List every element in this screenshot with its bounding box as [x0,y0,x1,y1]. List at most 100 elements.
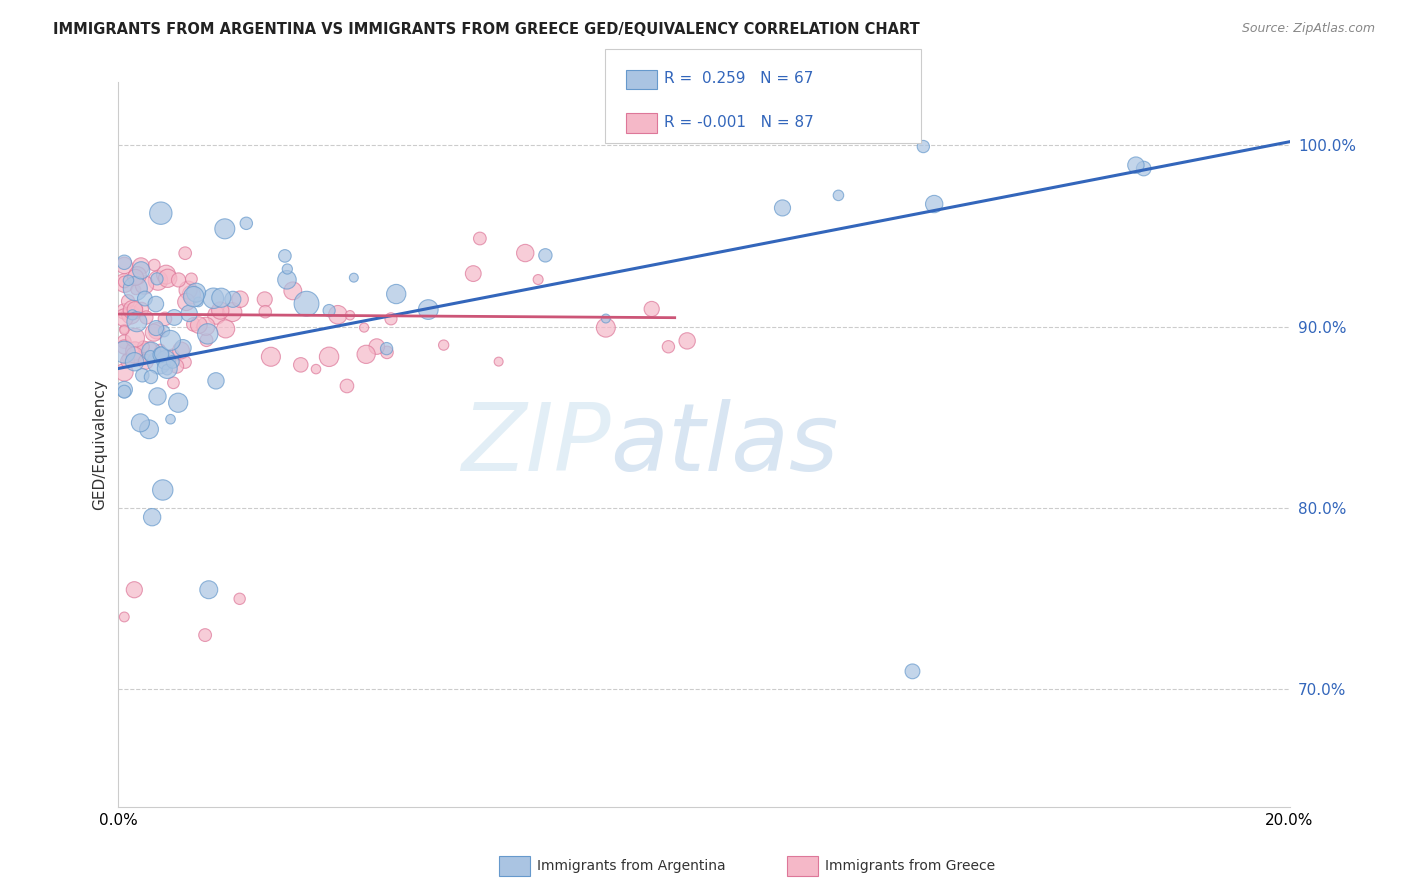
Point [276,273,298,287]
Point [172,341,194,355]
Point [135,355,157,369]
Point [121,308,143,322]
Point [117,273,139,287]
Point [146,273,169,287]
Text: Source: ZipAtlas.com: Source: ZipAtlas.com [1241,22,1375,36]
Point [195,333,218,347]
Point [174,246,197,260]
Point [128,351,150,366]
Point [515,246,537,260]
Point [112,383,135,397]
Point [124,355,146,369]
Point [183,290,205,304]
Point [152,483,174,497]
Point [143,258,166,272]
Point [305,362,328,376]
Point [138,422,160,436]
Text: Immigrants from Greece: Immigrants from Greece [825,859,995,873]
Point [1125,158,1147,172]
Point [124,302,146,317]
Point [112,310,135,325]
Point [214,322,236,336]
Point [179,306,201,320]
Point [194,319,217,334]
Point [142,326,165,340]
Y-axis label: GED/Equivalency: GED/Equivalency [93,379,107,510]
Point [595,311,617,326]
Point [235,216,257,230]
Point [901,665,924,679]
Point [177,283,200,297]
Point [150,347,173,361]
Point [922,197,945,211]
Point [433,338,456,352]
Point [205,309,228,323]
Point [184,285,207,300]
Point [595,320,617,334]
Point [366,340,388,354]
Point [162,355,184,369]
Point [187,318,209,332]
Point [112,255,135,269]
Point [209,291,232,305]
Point [162,349,184,363]
Point [138,343,160,358]
Point [167,395,190,409]
Point [141,344,163,359]
Point [463,267,485,281]
Point [180,272,202,286]
Point [187,295,209,310]
Point [385,287,408,301]
Point [657,340,679,354]
Point [156,271,179,285]
Point [117,354,139,368]
Point [145,324,167,338]
Point [180,287,202,301]
Point [375,345,398,359]
Text: R = -0.001   N = 87: R = -0.001 N = 87 [664,115,814,129]
Point [141,510,163,524]
Point [912,139,935,153]
Point [827,188,849,202]
Point [131,368,153,383]
Point [112,340,135,354]
Point [641,301,664,316]
Point [112,304,135,318]
Point [156,361,179,376]
Point [155,268,177,282]
Point [167,273,190,287]
Point [117,294,139,309]
Point [112,334,135,349]
Point [336,379,359,393]
Point [131,302,153,317]
Text: Immigrants from Argentina: Immigrants from Argentina [537,859,725,873]
Point [145,321,167,335]
Point [146,272,169,286]
Point [159,412,181,426]
Point [112,275,135,289]
Point [156,362,179,376]
Point [129,259,152,273]
Point [132,340,155,354]
Point [129,263,152,277]
Point [170,343,193,358]
Point [354,347,377,361]
Point [148,355,170,369]
Point [124,582,146,597]
Point [115,351,138,365]
Point [124,331,146,345]
Point [139,349,162,363]
Point [159,334,181,348]
Point [295,296,318,310]
Point [114,276,136,290]
Point [676,334,699,348]
Point [281,284,304,298]
Point [197,582,219,597]
Point [534,248,557,262]
Point [214,222,236,236]
Point [527,272,550,286]
Point [153,311,176,326]
Point [125,283,148,297]
Point [274,249,297,263]
Point [468,231,491,245]
